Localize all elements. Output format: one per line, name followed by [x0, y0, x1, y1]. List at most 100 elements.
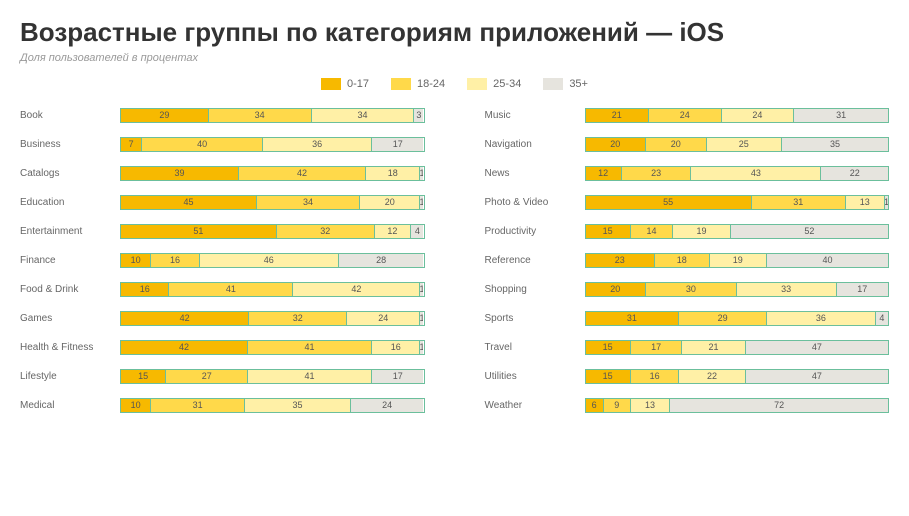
bar-segment: 20	[586, 283, 647, 296]
category-label: Finance	[20, 255, 120, 266]
bar-segment: 51	[121, 225, 277, 238]
category-label: Utilities	[485, 371, 585, 382]
bar-segment: 1	[420, 341, 423, 354]
category-label: Games	[20, 313, 120, 324]
stacked-bar: 15274117	[120, 369, 425, 384]
bar-segment: 31	[151, 399, 245, 412]
left-column: Book2934343Business7403617Catalogs394218…	[20, 108, 425, 413]
stacked-bar: 3129364	[585, 311, 890, 326]
chart-title: Возрастные группы по категориям приложен…	[20, 18, 889, 48]
bar-segment: 10	[121, 254, 151, 267]
bar-segment: 42	[239, 167, 366, 180]
legend-item: 35+	[543, 78, 588, 90]
chart-row: Travel15172147	[485, 340, 890, 355]
bar-segment: 41	[248, 370, 372, 383]
stacked-bar: 4534201	[120, 195, 425, 210]
bar-segment: 31	[794, 109, 888, 122]
stacked-bar: 20202535	[585, 137, 890, 152]
chart-subtitle: Доля пользователей в процентах	[20, 52, 889, 64]
chart-row: Reference23181940	[485, 253, 890, 268]
bar-segment: 18	[655, 254, 709, 267]
bar-segment: 21	[682, 341, 746, 354]
bar-segment: 47	[746, 370, 888, 383]
chart-row: Sports3129364	[485, 311, 890, 326]
chart-columns: Book2934343Business7403617Catalogs394218…	[20, 108, 889, 413]
chart-row: Weather691372	[485, 398, 890, 413]
bar-segment: 20	[646, 138, 707, 151]
bar-segment: 23	[622, 167, 692, 180]
bar-segment: 1	[420, 283, 423, 296]
legend-swatch	[467, 78, 487, 90]
bar-segment: 42	[293, 283, 420, 296]
legend-swatch	[391, 78, 411, 90]
bar-segment: 72	[670, 399, 888, 412]
category-label: Navigation	[485, 139, 585, 150]
bar-segment: 45	[121, 196, 257, 209]
bar-segment: 40	[767, 254, 888, 267]
bar-segment: 42	[121, 312, 249, 325]
category-label: News	[485, 168, 585, 179]
legend-item: 0-17	[321, 78, 369, 90]
stacked-bar: 1641421	[120, 282, 425, 297]
bar-segment: 7	[121, 138, 142, 151]
bar-segment: 20	[586, 138, 647, 151]
stacked-bar: 5531131	[585, 195, 890, 210]
bar-segment: 15	[586, 225, 631, 238]
category-label: Business	[20, 139, 120, 150]
bar-segment: 22	[821, 167, 888, 180]
bar-segment: 4	[411, 225, 423, 238]
bar-segment: 13	[846, 196, 885, 209]
bar-segment: 24	[649, 109, 722, 122]
bar-segment: 17	[631, 341, 682, 354]
category-label: Catalogs	[20, 168, 120, 179]
chart-row: Entertainment5132124	[20, 224, 425, 239]
bar-segment: 27	[166, 370, 248, 383]
stacked-bar: 7403617	[120, 137, 425, 152]
bar-segment: 24	[722, 109, 795, 122]
stacked-bar: 12234322	[585, 166, 890, 181]
bar-segment: 52	[731, 225, 888, 238]
chart-row: News12234322	[485, 166, 890, 181]
chart-row: Games4232241	[20, 311, 425, 326]
legend-item: 25-34	[467, 78, 521, 90]
stacked-bar: 20303317	[585, 282, 890, 297]
chart-row: Navigation20202535	[485, 137, 890, 152]
bar-segment: 9	[604, 399, 631, 412]
bar-segment: 19	[673, 225, 730, 238]
chart-row: Medical10313524	[20, 398, 425, 413]
bar-segment: 3	[414, 109, 423, 122]
bar-segment: 21	[586, 109, 650, 122]
bar-segment: 40	[142, 138, 263, 151]
legend-swatch	[543, 78, 563, 90]
bar-segment: 41	[248, 341, 372, 354]
category-label: Reference	[485, 255, 585, 266]
legend-item: 18-24	[391, 78, 445, 90]
bar-segment: 17	[372, 370, 423, 383]
category-label: Medical	[20, 400, 120, 411]
stacked-bar: 15172147	[585, 340, 890, 355]
stacked-bar: 3942181	[120, 166, 425, 181]
bar-segment: 17	[837, 283, 888, 296]
bar-segment: 19	[710, 254, 767, 267]
category-label: Weather	[485, 400, 585, 411]
bar-segment: 10	[121, 399, 151, 412]
bar-segment: 15	[121, 370, 166, 383]
chart-row: Utilities15162247	[485, 369, 890, 384]
chart-row: Music21242431	[485, 108, 890, 123]
bar-segment: 18	[366, 167, 420, 180]
bar-segment: 16	[631, 370, 679, 383]
stacked-bar: 2934343	[120, 108, 425, 123]
bar-segment: 32	[277, 225, 375, 238]
chart-row: Photo & Video5531131	[485, 195, 890, 210]
bar-segment: 23	[586, 254, 656, 267]
bar-segment: 16	[121, 283, 169, 296]
bar-segment: 36	[263, 138, 372, 151]
bar-segment: 30	[646, 283, 737, 296]
bar-segment: 25	[707, 138, 783, 151]
chart-row: Education4534201	[20, 195, 425, 210]
chart-row: Business7403617	[20, 137, 425, 152]
bar-segment: 35	[782, 138, 888, 151]
bar-segment: 34	[312, 109, 415, 122]
chart-row: Catalogs3942181	[20, 166, 425, 181]
category-label: Lifestyle	[20, 371, 120, 382]
